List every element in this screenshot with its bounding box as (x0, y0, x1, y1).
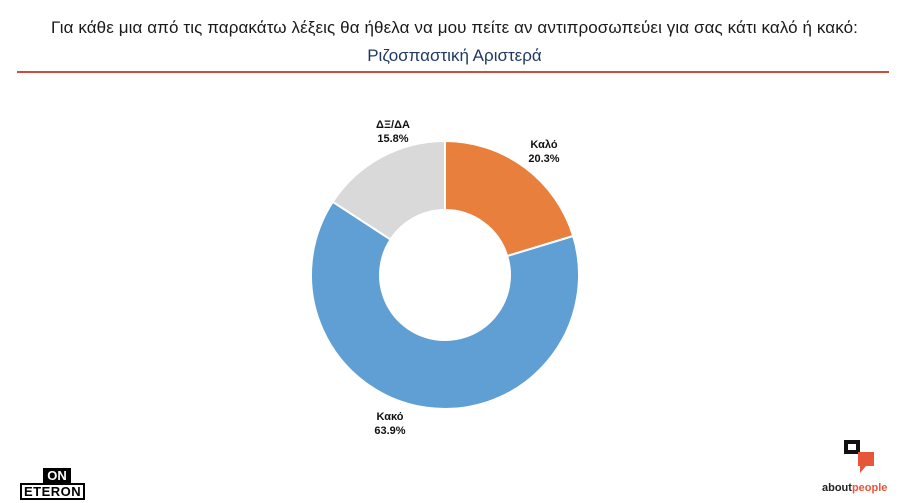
donut-labels: Καλό 20.3% Κακό 63.9% ΔΞ/ΔΑ 15.8% (374, 119, 559, 437)
slice-3 (331, 139, 446, 241)
logo-on-text: ON (43, 468, 71, 483)
slice-2 (310, 200, 580, 410)
slice-label-3: ΔΞ/ΔΑ (376, 119, 410, 131)
slice-label-1: Καλό (530, 139, 557, 151)
slice-label-2: Κακό (377, 411, 404, 423)
slice-value-2: 63.9% (374, 425, 405, 437)
chart-subtitle: Ριζοσπαστική Αριστερά (367, 46, 542, 65)
title-divider (17, 71, 889, 73)
slice-value-3: 15.8% (377, 133, 408, 145)
logo-eteron-text: ETERON (20, 483, 86, 500)
wordmark-about: about (822, 482, 852, 494)
aboutpeople-wordmark: aboutpeople (822, 482, 887, 494)
donut-slices (310, 139, 580, 410)
wordmark-people: people (851, 482, 888, 494)
slice-value-1: 20.3% (528, 153, 559, 165)
slice-1 (444, 139, 575, 258)
on-eteron-logo: ON ETERON (20, 468, 86, 500)
aboutpeople-logo: aboutpeople (822, 440, 892, 496)
chart-question: Για κάθε μια από τις παρακάτω λέξεις θα … (50, 18, 859, 37)
aboutpeople-mark-icon (844, 440, 874, 473)
